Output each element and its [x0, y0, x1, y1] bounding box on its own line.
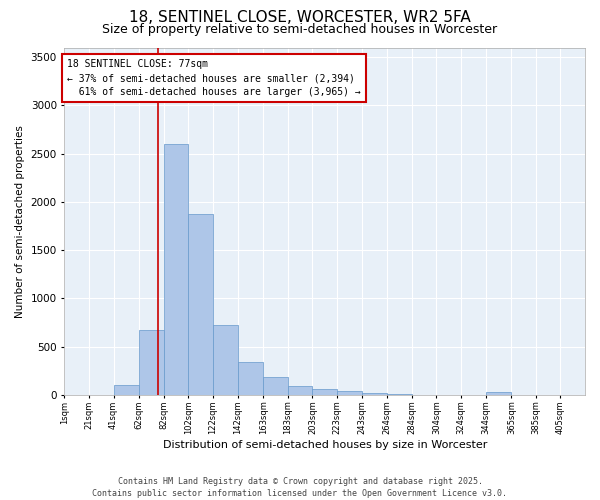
Bar [362, 393, 388, 395]
Text: Size of property relative to semi-detached houses in Worcester: Size of property relative to semi-detach… [103, 22, 497, 36]
Bar [213, 324, 238, 395]
Bar [313, 389, 337, 395]
Bar [238, 362, 263, 395]
Bar [139, 330, 164, 395]
Y-axis label: Number of semi-detached properties: Number of semi-detached properties [15, 125, 25, 318]
Bar [388, 394, 412, 395]
Text: Contains HM Land Registry data © Crown copyright and database right 2025.
Contai: Contains HM Land Registry data © Crown c… [92, 476, 508, 498]
Text: 18, SENTINEL CLOSE, WORCESTER, WR2 5FA: 18, SENTINEL CLOSE, WORCESTER, WR2 5FA [129, 10, 471, 25]
Bar [288, 386, 313, 395]
Text: 18 SENTINEL CLOSE: 77sqm
← 37% of semi-detached houses are smaller (2,394)
  61%: 18 SENTINEL CLOSE: 77sqm ← 37% of semi-d… [67, 59, 361, 97]
X-axis label: Distribution of semi-detached houses by size in Worcester: Distribution of semi-detached houses by … [163, 440, 487, 450]
Bar [188, 214, 213, 395]
Bar [164, 144, 188, 395]
Bar [485, 392, 511, 395]
Bar [263, 376, 288, 395]
Bar [337, 391, 362, 395]
Bar [113, 386, 139, 395]
